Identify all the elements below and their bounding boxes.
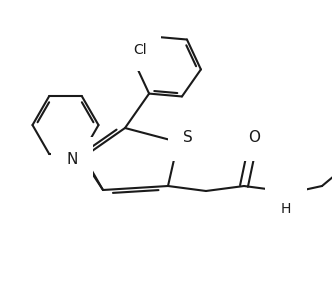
Text: N: N: [280, 188, 292, 203]
Text: S: S: [183, 130, 193, 146]
Text: H: H: [281, 202, 291, 216]
Text: O: O: [248, 130, 260, 146]
Text: Cl: Cl: [133, 43, 147, 57]
Text: N: N: [66, 152, 78, 167]
